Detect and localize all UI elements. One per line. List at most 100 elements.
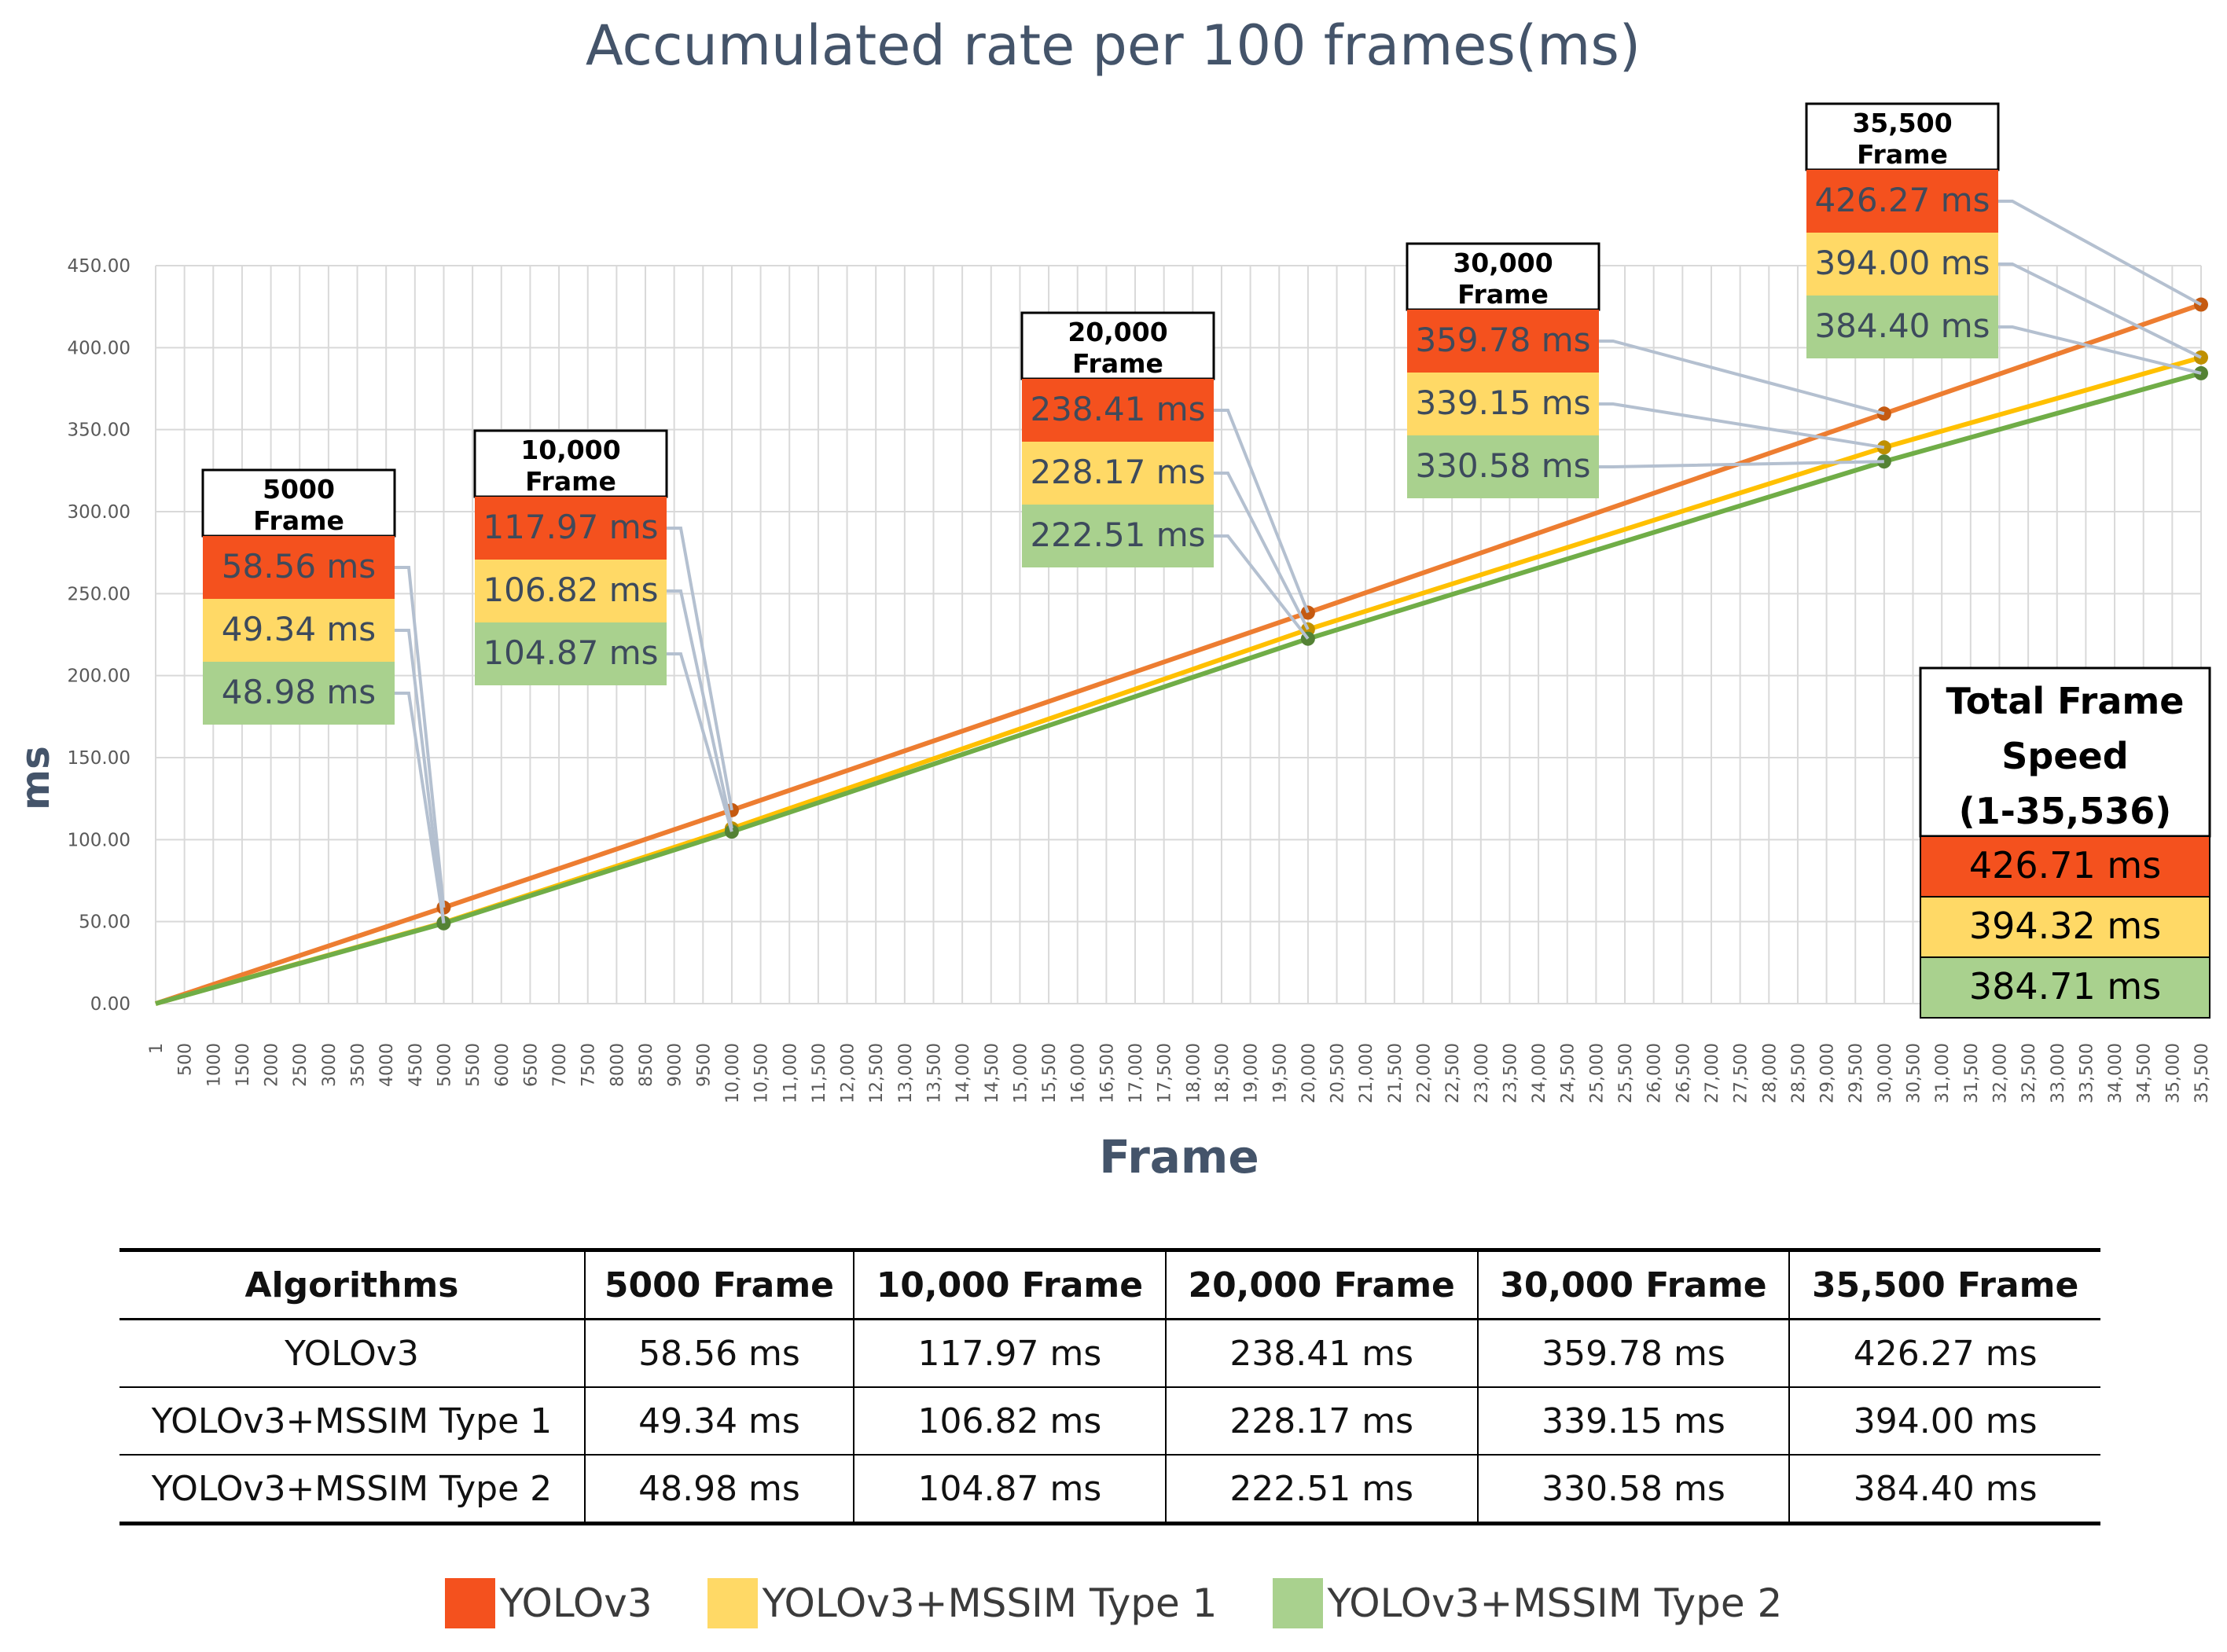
callout-value: 117.97 ms	[483, 508, 658, 546]
callout-value: 49.34 ms	[222, 610, 376, 648]
total-title: Speed	[2001, 735, 2128, 777]
x-tick-label: 11,500	[810, 1043, 829, 1103]
x-tick-label: 13,000	[896, 1043, 916, 1103]
table-cell: 330.58 ms	[1476, 1455, 1790, 1525]
callout-value: 330.58 ms	[1415, 446, 1590, 485]
y-axis-ticks: 0.00 50.00 100.00 150.00 200.00 250.00 300.00 3…	[68, 256, 130, 1015]
table-row: YOLOv3 58.56 ms 117.97 ms 238.41 ms 359.…	[119, 1319, 2100, 1388]
callout-value: 222.51 ms	[1030, 516, 1205, 554]
series-lines	[155, 297, 2208, 1006]
callout-value-box	[1407, 435, 1599, 498]
x-tick-label: 30,000	[1876, 1043, 1895, 1103]
total-value-box	[1920, 896, 2210, 958]
y-tick-label: 50.00	[79, 912, 130, 933]
legend-label: YOLOv3+MSSIM Type 2	[1327, 1580, 1783, 1626]
table-cell: 48.98 ms	[583, 1455, 854, 1525]
x-tick-label: 33,000	[2049, 1043, 2068, 1103]
table-cell: 394.00 ms	[1788, 1387, 2100, 1456]
table-cell: 359.78 ms	[1476, 1319, 1790, 1388]
total-value: 384.71 ms	[1969, 965, 2161, 1008]
x-tick-label: 500	[176, 1043, 196, 1076]
leader-line	[667, 527, 733, 811]
callout-value-box	[475, 622, 667, 685]
table-header: 30,000 Frame	[1476, 1250, 1790, 1320]
x-tick-label: 10,500	[752, 1043, 772, 1103]
x-tick-label: 2500	[291, 1043, 311, 1087]
callout-title: Frame	[1072, 348, 1163, 379]
x-tick-label: 19,500	[1270, 1043, 1290, 1103]
line-chart: Accumulated rate per 100 frames(ms) 0.00…	[13, 13, 2212, 1184]
table-cell: 426.27 ms	[1788, 1319, 2100, 1388]
callout-value-box	[203, 662, 395, 725]
table-header: 20,000 Frame	[1164, 1250, 1478, 1320]
leader-line	[667, 589, 733, 829]
y-tick-label: 350.00	[68, 420, 130, 441]
x-tick-label: 11,000	[781, 1043, 800, 1103]
legend-label: YOLOv3+MSSIM Type 1	[762, 1580, 1218, 1626]
table-cell: 106.82 ms	[853, 1387, 1166, 1456]
y-tick-label: 250.00	[68, 584, 130, 604]
callout-value-box	[1022, 379, 1214, 442]
callout-value: 106.82 ms	[483, 571, 658, 609]
x-tick-label: 31,000	[1933, 1043, 1953, 1103]
legend-swatch	[1272, 1578, 1323, 1628]
x-tick-label: 29,500	[1847, 1043, 1866, 1103]
table-cell: YOLOv3	[119, 1319, 585, 1388]
callout-title: 35,500	[1852, 108, 1952, 138]
callout-title: 5000	[263, 474, 335, 505]
table-cell: 117.97 ms	[853, 1319, 1166, 1388]
x-tick-label: 34,500	[2135, 1043, 2155, 1103]
series-line	[155, 302, 2202, 1006]
table-cell: YOLOv3+MSSIM Type 2	[119, 1455, 585, 1525]
x-tick-label: 6500	[521, 1043, 541, 1087]
table-header: Algorithms	[119, 1250, 585, 1320]
callout-value-box	[203, 536, 395, 599]
x-tick-label: 10,000	[723, 1043, 743, 1103]
results-table: Algorithms 5000 Frame 10,000 Frame 20,00…	[119, 1248, 2100, 1525]
x-tick-label: 4000	[377, 1043, 397, 1087]
x-tick-label: 34,000	[2106, 1043, 2126, 1103]
callout-value: 104.87 ms	[483, 633, 658, 672]
leader-line	[395, 692, 446, 924]
table-cell: 58.56 ms	[583, 1319, 854, 1388]
x-axis-label: Frame	[1099, 1130, 1259, 1184]
table-row: YOLOv3+MSSIM Type 1 49.34 ms 106.82 ms 2…	[119, 1387, 2100, 1456]
x-tick-label: 24,000	[1530, 1043, 1549, 1103]
legend-swatch	[444, 1578, 495, 1628]
callout-title-box	[201, 468, 396, 538]
x-tick-label: 23,500	[1501, 1043, 1520, 1103]
callout-value: 384.40 ms	[1814, 307, 1990, 345]
total-value: 394.32 ms	[1969, 905, 2161, 947]
x-tick-label: 7000	[550, 1043, 570, 1087]
leader-line	[1599, 402, 1885, 450]
leader-line	[1599, 340, 1885, 416]
x-tick-label: 15,500	[1040, 1043, 1060, 1103]
table-cell: 104.87 ms	[853, 1455, 1166, 1525]
x-tick-label: 17,000	[1126, 1043, 1146, 1103]
x-tick-label: 32,000	[1990, 1043, 2010, 1103]
x-tick-label: 26,500	[1674, 1043, 1693, 1103]
x-tick-label: 28,000	[1760, 1043, 1780, 1103]
table-cell: 49.34 ms	[583, 1387, 854, 1456]
callout-value-box	[1806, 296, 1998, 358]
callout-value: 238.41 ms	[1030, 390, 1205, 428]
x-tick-label: 4500	[406, 1043, 426, 1087]
x-tick-label: 30,500	[1905, 1043, 1924, 1103]
legend-item-type1: YOLOv3+MSSIM Type 1	[707, 1578, 1218, 1628]
x-tick-label: 24,500	[1559, 1043, 1578, 1103]
table-header: 5000 Frame	[583, 1250, 854, 1320]
x-tick-label: 22,000	[1415, 1043, 1435, 1103]
legend-item-yolov3: YOLOv3	[444, 1578, 652, 1628]
x-tick-label: 18,500	[1213, 1043, 1233, 1103]
x-tick-label: 1	[147, 1043, 167, 1054]
x-tick-label: 33,500	[2077, 1043, 2097, 1103]
x-tick-label: 20,000	[1299, 1043, 1319, 1103]
callout-title: Frame	[1457, 279, 1549, 310]
y-axis-label: ms	[13, 746, 58, 810]
x-tick-label: 18,000	[1184, 1043, 1204, 1103]
x-tick-label: 12,500	[867, 1043, 887, 1103]
callout-value: 48.98 ms	[222, 673, 376, 711]
y-tick-label: 200.00	[68, 666, 130, 687]
x-tick-label: 14,500	[983, 1043, 1002, 1103]
